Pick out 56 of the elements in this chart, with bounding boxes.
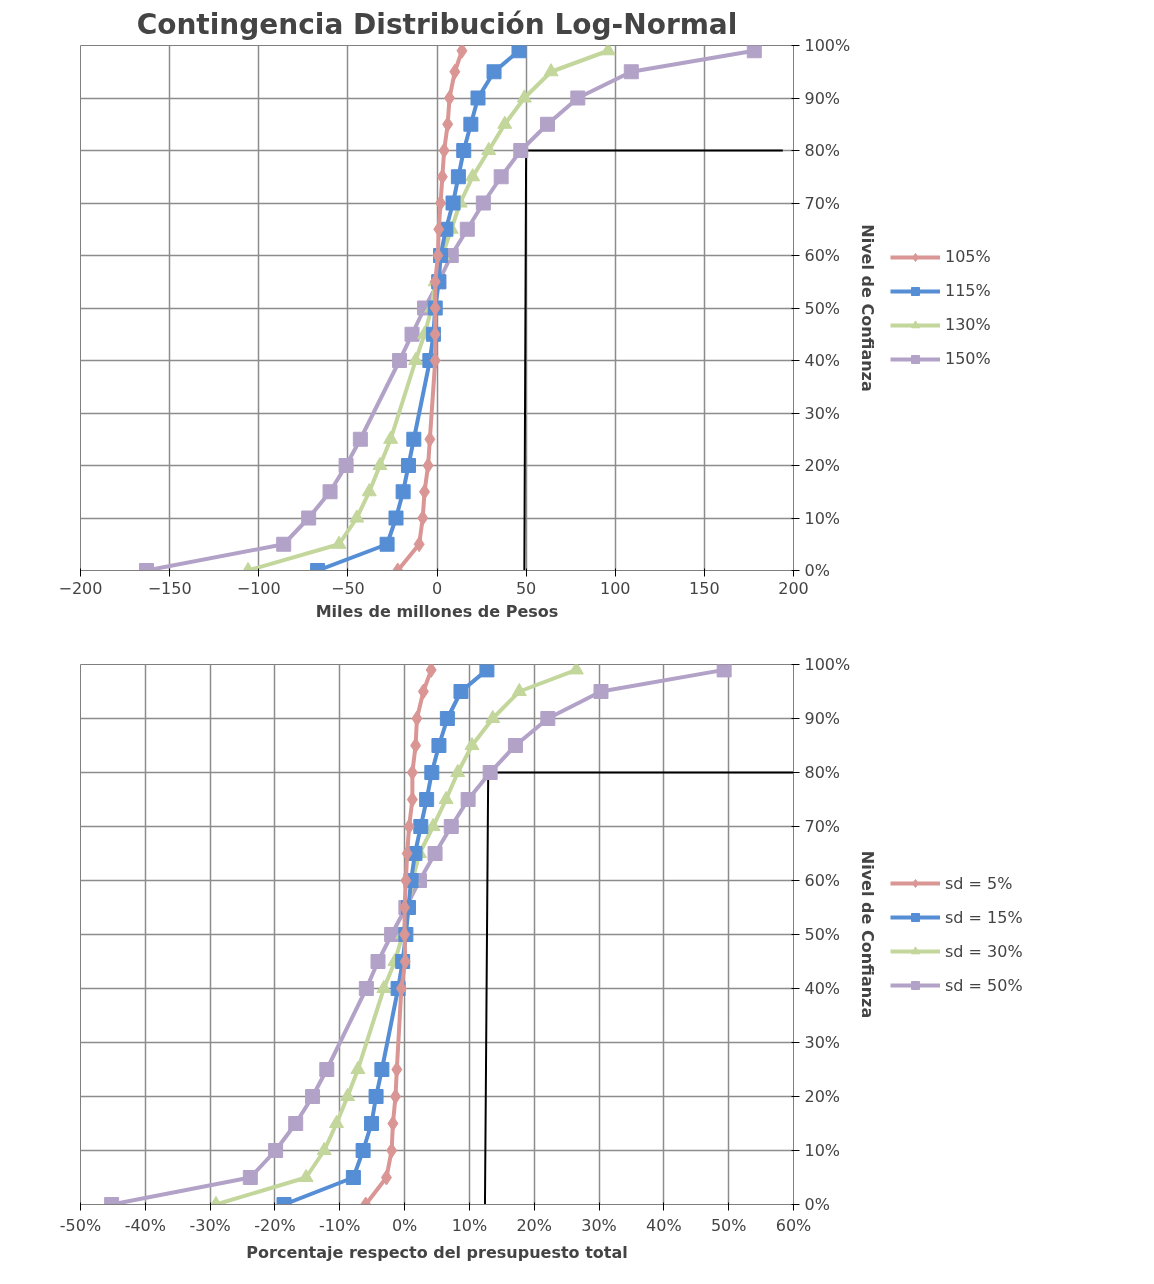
- y-tick-label: 60%: [804, 871, 841, 890]
- x-tick-label: −50: [330, 578, 365, 598]
- x-tick-label: 0%: [391, 1215, 418, 1235]
- y-tick-label: 80%: [804, 763, 841, 782]
- x-tick-label: -40%: [124, 1215, 166, 1235]
- x-tick-label: -20%: [254, 1215, 296, 1235]
- y-tick-label: 20%: [804, 1087, 841, 1106]
- x-tick-label: 50: [515, 578, 537, 598]
- y-tick-label: 60%: [804, 246, 841, 265]
- y-tick-label: 90%: [804, 709, 841, 728]
- x-tick-label: −150: [147, 578, 192, 598]
- y-tick-label: 10%: [804, 508, 841, 528]
- legend-label: sd = 15%: [945, 907, 1023, 927]
- legend-label: sd = 5%: [945, 873, 1013, 893]
- x-tick-label: 100: [599, 578, 631, 598]
- legend-label: 150%: [945, 349, 991, 368]
- y-tick-label: 40%: [804, 979, 841, 998]
- y-tick-label: 40%: [804, 351, 841, 370]
- x-axis-title: Miles de millones de Pesos: [315, 601, 559, 621]
- legend-label: 105%: [945, 247, 991, 266]
- y-tick-label: 50%: [804, 298, 841, 318]
- legend-label: sd = 30%: [945, 941, 1023, 961]
- y-tick-label: 0%: [804, 561, 830, 580]
- x-tick-label: −100: [236, 578, 281, 598]
- x-tick-label: 60%: [775, 1215, 812, 1235]
- x-tick-label: 200: [778, 578, 809, 598]
- y-tick-label: 10%: [804, 1141, 841, 1160]
- x-tick-label: 50%: [710, 1215, 747, 1235]
- legend-label: 115%: [945, 281, 991, 300]
- x-tick-label: 150: [689, 578, 720, 598]
- y-tick-label: 30%: [804, 1033, 841, 1052]
- chart-title: Contingencia Distribución Log-Normal: [136, 7, 738, 41]
- y-tick-label: 100%: [804, 36, 851, 55]
- x-tick-label: 0: [431, 578, 443, 598]
- x-tick-label: 20%: [516, 1215, 553, 1235]
- y-tick-label: 30%: [804, 403, 841, 423]
- y-tick-label: 100%: [804, 655, 851, 674]
- y-tick-label: 50%: [804, 925, 841, 944]
- x-tick-label: -30%: [189, 1215, 231, 1235]
- x-tick-label: 40%: [646, 1215, 682, 1235]
- x-tick-label: −200: [58, 578, 103, 598]
- legend-label: sd = 50%: [945, 975, 1023, 995]
- x-tick-label: -10%: [319, 1215, 361, 1235]
- y-tick-label: 90%: [804, 88, 841, 108]
- y-tick-label: 20%: [804, 456, 841, 475]
- x-axis-title: Porcentaje respecto del presupuesto total: [246, 1242, 628, 1262]
- y-axis-title: Nivel de Confianza: [858, 224, 878, 392]
- y-axis-title: Nivel de Confianza: [858, 850, 878, 1019]
- y-tick-label: 70%: [804, 193, 841, 213]
- y-tick-label: 80%: [804, 141, 841, 160]
- x-tick-label: 30%: [581, 1215, 617, 1235]
- legend-label: 130%: [945, 315, 991, 334]
- y-tick-label: 70%: [804, 817, 841, 836]
- x-tick-label: 10%: [451, 1215, 488, 1235]
- y-tick-label: 0%: [804, 1195, 830, 1214]
- x-tick-label: -50%: [59, 1215, 102, 1235]
